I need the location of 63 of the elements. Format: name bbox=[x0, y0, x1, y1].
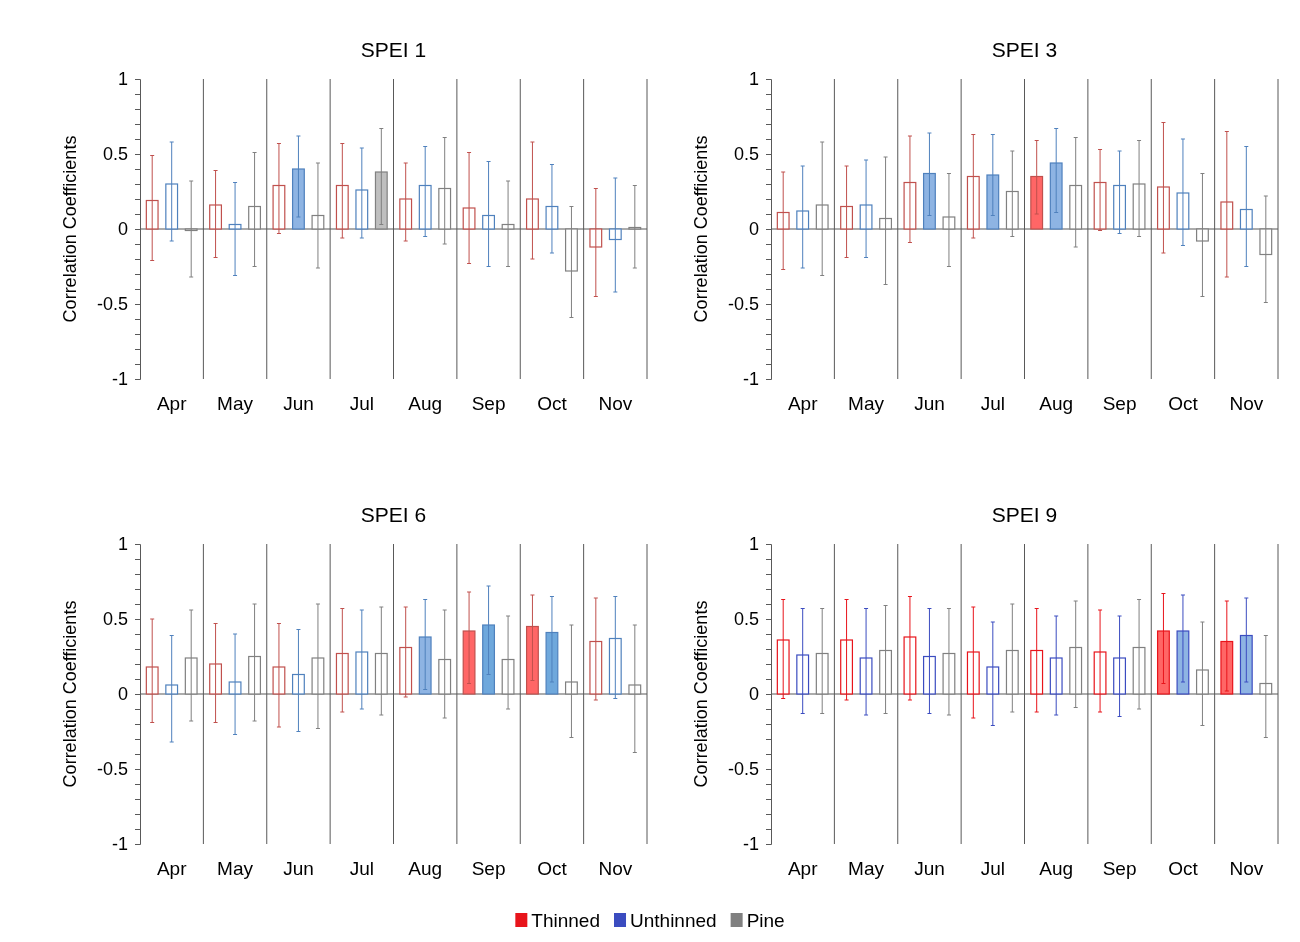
x-tick-label: Jul bbox=[980, 392, 1005, 414]
chart-title: SPEI 6 bbox=[360, 503, 427, 526]
x-tick-label: Apr bbox=[156, 392, 188, 414]
y-axis-title: Correlation Coefficients bbox=[691, 135, 712, 323]
y-tick-label: -1 bbox=[742, 834, 759, 855]
y-tick-label: 0.5 bbox=[102, 144, 128, 165]
y-tick-label: -0.5 bbox=[96, 294, 128, 315]
x-tick-label: May bbox=[848, 392, 885, 414]
x-tick-label: Apr bbox=[787, 392, 819, 414]
y-tick-label: 0 bbox=[117, 684, 128, 705]
x-tick-label: Apr bbox=[156, 857, 188, 879]
chart-title: SPEI 9 bbox=[991, 503, 1058, 526]
y-tick-label: 0 bbox=[748, 684, 759, 705]
chart-title: SPEI 3 bbox=[991, 38, 1058, 61]
x-tick-label: Oct bbox=[537, 857, 568, 879]
y-tick-label: -1 bbox=[742, 369, 759, 390]
y-tick-label: 0 bbox=[748, 219, 759, 240]
y-tick-label: 1 bbox=[748, 69, 759, 90]
y-tick-label: -1 bbox=[111, 834, 128, 855]
y-tick-label: 0.5 bbox=[733, 144, 759, 165]
y-tick-label: -0.5 bbox=[727, 294, 759, 315]
chart-title: SPEI 1 bbox=[360, 38, 427, 61]
y-tick-label: 1 bbox=[117, 534, 128, 555]
y-tick-label: 1 bbox=[117, 69, 128, 90]
x-tick-label: Nov bbox=[1229, 392, 1264, 414]
x-tick-label: Jun bbox=[914, 857, 945, 879]
x-tick-label: Apr bbox=[787, 857, 819, 879]
y-tick-label: 0.5 bbox=[102, 609, 128, 630]
x-tick-label: Oct bbox=[1168, 392, 1199, 414]
x-tick-label: Jul bbox=[349, 392, 374, 414]
x-tick-label: Nov bbox=[1229, 857, 1264, 879]
x-tick-label: Jun bbox=[283, 857, 314, 879]
x-tick-label: Sep bbox=[471, 392, 506, 414]
y-tick-label: -0.5 bbox=[96, 759, 128, 780]
x-tick-label: Jul bbox=[349, 857, 374, 879]
x-tick-label: Jun bbox=[914, 392, 945, 414]
y-tick-label: -0.5 bbox=[727, 759, 759, 780]
y-axis-title: Correlation Coefficients bbox=[60, 135, 81, 323]
legend-label: Pine bbox=[746, 909, 785, 931]
x-tick-label: Nov bbox=[598, 392, 633, 414]
x-tick-label: Oct bbox=[1168, 857, 1199, 879]
x-tick-label: Aug bbox=[1039, 392, 1074, 414]
y-tick-label: 1 bbox=[748, 534, 759, 555]
x-tick-label: Nov bbox=[598, 857, 633, 879]
x-tick-label: Sep bbox=[1102, 857, 1137, 879]
x-tick-label: Aug bbox=[1039, 857, 1074, 879]
x-tick-label: Jun bbox=[283, 392, 314, 414]
y-tick-label: 0.5 bbox=[733, 609, 759, 630]
x-tick-label: Sep bbox=[471, 857, 506, 879]
y-axis-title: Correlation Coefficients bbox=[60, 600, 81, 788]
x-tick-label: Aug bbox=[408, 857, 443, 879]
y-tick-label: -1 bbox=[111, 369, 128, 390]
x-tick-label: May bbox=[217, 857, 254, 879]
x-tick-label: Sep bbox=[1102, 392, 1137, 414]
x-tick-label: Aug bbox=[408, 392, 443, 414]
legend-label: Thinned bbox=[531, 909, 601, 931]
x-tick-label: May bbox=[217, 392, 254, 414]
y-tick-label: 0 bbox=[117, 219, 128, 240]
x-tick-label: May bbox=[848, 857, 885, 879]
x-tick-label: Oct bbox=[537, 392, 568, 414]
y-axis-title: Correlation Coefficients bbox=[691, 600, 712, 788]
legend-label: Unthinned bbox=[630, 909, 717, 931]
x-tick-label: Jul bbox=[980, 857, 1005, 879]
